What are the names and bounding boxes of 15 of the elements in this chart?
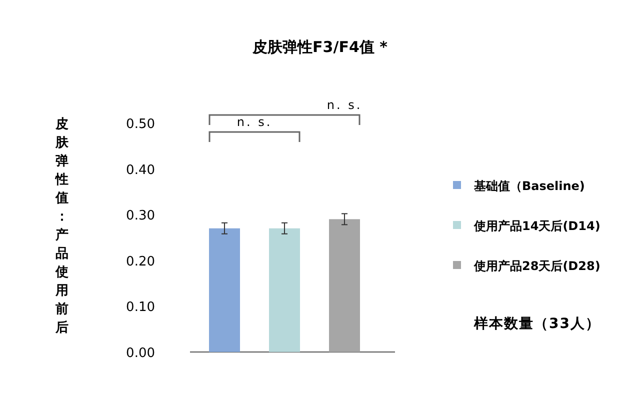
legend-item: 基础值（Baseline)	[453, 179, 585, 193]
y-tick-label: 0.20	[126, 254, 155, 270]
legend-item: 使用产品14天后(D14)	[453, 219, 600, 233]
y-tick-label: 0.30	[126, 208, 155, 224]
legend-label: 基础值（Baseline)	[473, 179, 585, 193]
y-tick-label: 0.40	[126, 162, 155, 178]
legend-item: 使用产品28天后(D28)	[453, 259, 600, 273]
annotation: n. s.	[236, 115, 272, 129]
y-tick-label: 0.10	[126, 300, 155, 316]
y-tick-label: 0.50	[126, 117, 155, 132]
text: 样本数量（33人）	[473, 316, 600, 332]
text: 皮肤弹性值：产品使用前后	[56, 117, 68, 336]
chart-title: 皮肤弹性F3/F4值 *	[252, 38, 388, 56]
text: n. s.	[326, 98, 362, 112]
y-tick-label: 0.00	[126, 346, 155, 361]
